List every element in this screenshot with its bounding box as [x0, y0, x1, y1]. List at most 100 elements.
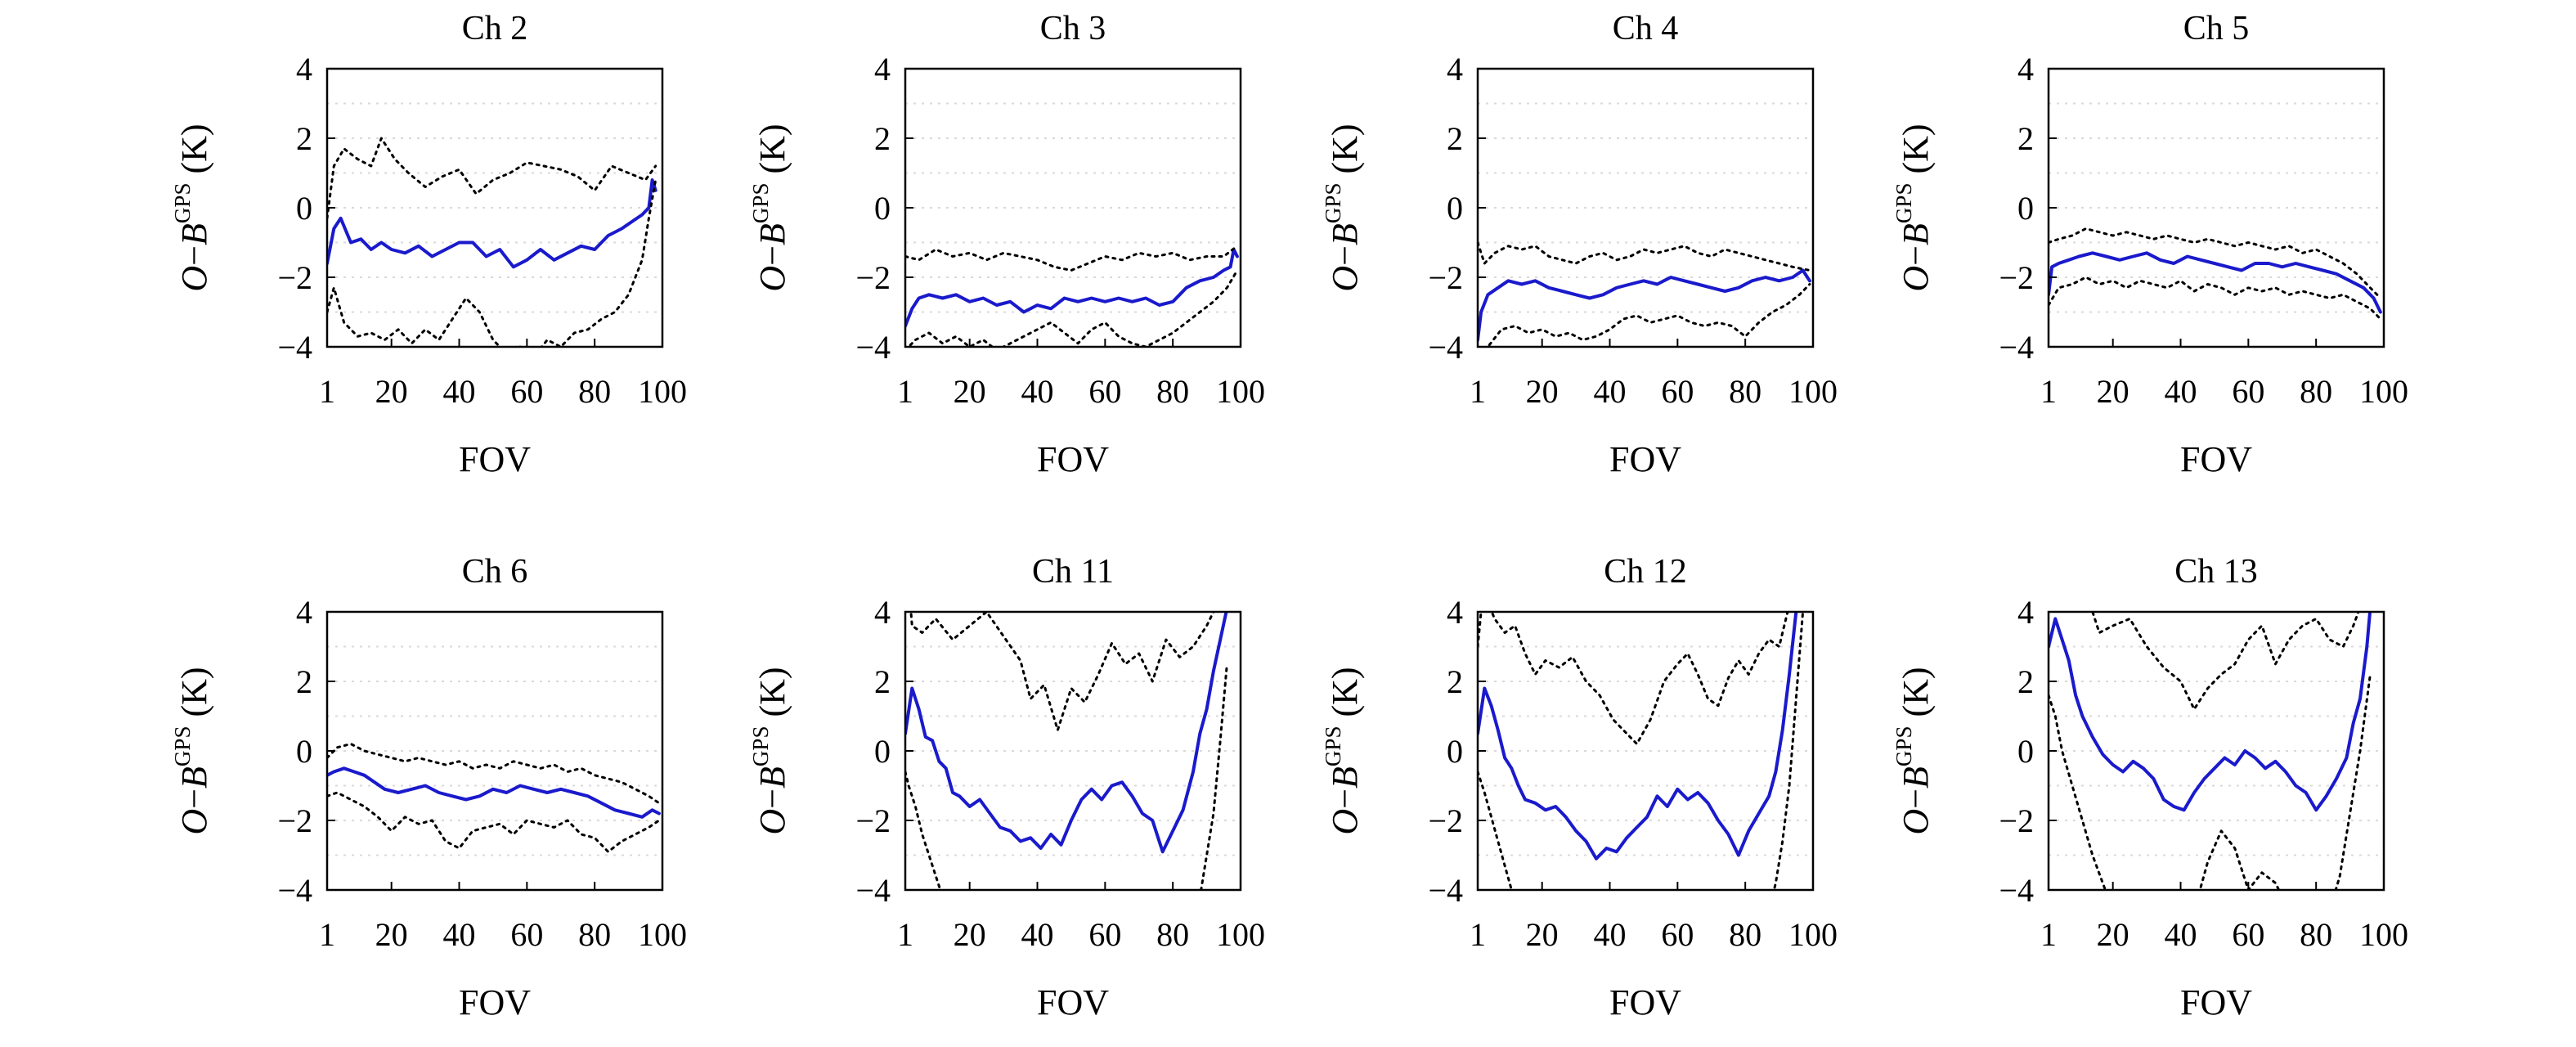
y-tick-label: −2	[277, 259, 312, 296]
y-label-unit: (K)	[174, 124, 214, 182]
y-label-sup: GPS	[1321, 183, 1345, 224]
plot-title: Ch 4	[1613, 10, 1679, 47]
y-tick-label: 0	[296, 190, 312, 227]
plot-title: Ch 12	[1604, 553, 1687, 591]
y-label-minus: −	[1896, 245, 1936, 266]
plot-title: Ch 11	[1032, 553, 1114, 591]
plot-title: Ch 13	[2174, 553, 2258, 591]
y-tick-label: 4	[1447, 51, 1463, 88]
x-tick-label: 1	[1470, 373, 1486, 410]
x-tick-label: 20	[1526, 916, 1559, 953]
y-label-minus: −	[1325, 789, 1365, 809]
y-label-unit: (K)	[1325, 667, 1365, 726]
plot-title: Ch 2	[462, 10, 528, 47]
y-label-b: B	[1325, 223, 1365, 245]
x-tick-label: 100	[1788, 373, 1838, 410]
y-label-unit: (K)	[1325, 124, 1365, 182]
y-label-o: O	[1896, 266, 1936, 292]
x-tick-label: 20	[954, 373, 986, 410]
y-label-b: B	[1896, 766, 1936, 789]
y-tick-label: −4	[277, 872, 312, 909]
series-upper-line	[905, 584, 1217, 730]
y-axis-label: O−BGPS (K)	[170, 667, 214, 834]
x-tick-label: 20	[375, 373, 408, 410]
y-tick-label: 2	[2017, 120, 2034, 157]
y-label-o: O	[752, 809, 792, 835]
x-tick-label: 80	[1729, 916, 1761, 953]
series-lower-line	[2049, 675, 2370, 911]
y-tick-label: −4	[277, 329, 312, 366]
y-label-b: B	[174, 223, 214, 245]
y-label-unit: (K)	[1896, 667, 1936, 726]
plot-title: Ch 5	[2183, 10, 2250, 47]
x-tick-label: 100	[638, 373, 687, 410]
x-tick-label: 100	[1216, 916, 1265, 953]
y-tick-label: −2	[1428, 259, 1463, 296]
series-upper-line	[327, 744, 659, 803]
x-tick-label: 40	[443, 373, 476, 410]
x-tick-label: 40	[1594, 373, 1627, 410]
y-axis-label: O−BGPS (K)	[748, 667, 792, 834]
x-tick-label: 100	[2359, 916, 2408, 953]
x-axis-label: FOV	[1609, 439, 1681, 479]
y-label-o: O	[1896, 809, 1936, 835]
x-tick-label: 20	[2097, 373, 2129, 410]
series-mean-line	[327, 180, 656, 267]
series-lower-line	[1478, 285, 1810, 354]
y-label-unit: (K)	[752, 124, 792, 182]
x-tick-label: 80	[578, 373, 611, 410]
y-tick-label: −4	[855, 329, 891, 366]
y-tick-label: 2	[874, 663, 891, 700]
x-tick-label: 40	[443, 916, 476, 953]
x-tick-label: 40	[1021, 916, 1054, 953]
y-label-minus: −	[174, 789, 214, 809]
y-label-b: B	[752, 223, 792, 245]
x-tick-label: 40	[2165, 916, 2197, 953]
y-tick-label: 2	[1447, 120, 1463, 157]
x-tick-label: 1	[2040, 916, 2057, 953]
x-tick-label: 20	[2097, 916, 2129, 953]
y-tick-label: −4	[1999, 872, 2034, 909]
y-label-minus: −	[1325, 245, 1365, 266]
x-tick-label: 40	[1594, 916, 1627, 953]
x-axis-label: FOV	[1609, 982, 1681, 1022]
y-label-minus: −	[1896, 789, 1936, 809]
y-tick-label: −2	[855, 802, 891, 839]
series-lower-line	[327, 793, 659, 852]
y-tick-label: −4	[1999, 329, 2034, 366]
y-axis-label: O−BGPS (K)	[1321, 124, 1365, 291]
series-upper-line	[1478, 243, 1810, 271]
y-label-minus: −	[752, 245, 792, 266]
x-tick-label: 100	[1788, 916, 1838, 953]
series-upper-line	[327, 138, 656, 218]
x-tick-label: 1	[2040, 373, 2057, 410]
figure-canvas: 1 20 40 60 80 100420−2−4Ch 2FOVO−BGPS (K)1 20 4…	[0, 0, 2576, 1047]
x-tick-label: 80	[1729, 373, 1761, 410]
y-tick-label: −2	[1999, 802, 2034, 839]
y-label-o: O	[174, 266, 214, 292]
series-mean-line	[1478, 612, 1796, 859]
y-axis-label: O−BGPS (K)	[748, 124, 792, 291]
y-tick-label: 4	[2017, 594, 2034, 631]
plot-title: Ch 3	[1040, 10, 1106, 47]
y-tick-label: 2	[1447, 663, 1463, 700]
y-label-unit: (K)	[752, 667, 792, 726]
x-tick-label: 1	[897, 916, 913, 953]
x-axis-label: FOV	[2180, 982, 2252, 1022]
y-tick-label: 2	[296, 663, 312, 700]
x-tick-label: 80	[1156, 373, 1189, 410]
y-label-o: O	[1325, 809, 1365, 835]
y-label-b: B	[174, 766, 214, 789]
y-label-unit: (K)	[1896, 124, 1936, 182]
y-label-sup: GPS	[170, 183, 195, 224]
x-tick-label: 20	[1526, 373, 1559, 410]
y-tick-label: 0	[1447, 733, 1463, 770]
y-label-minus: −	[174, 245, 214, 266]
x-axis-label: FOV	[1037, 439, 1109, 479]
series-lower-line	[327, 180, 656, 357]
